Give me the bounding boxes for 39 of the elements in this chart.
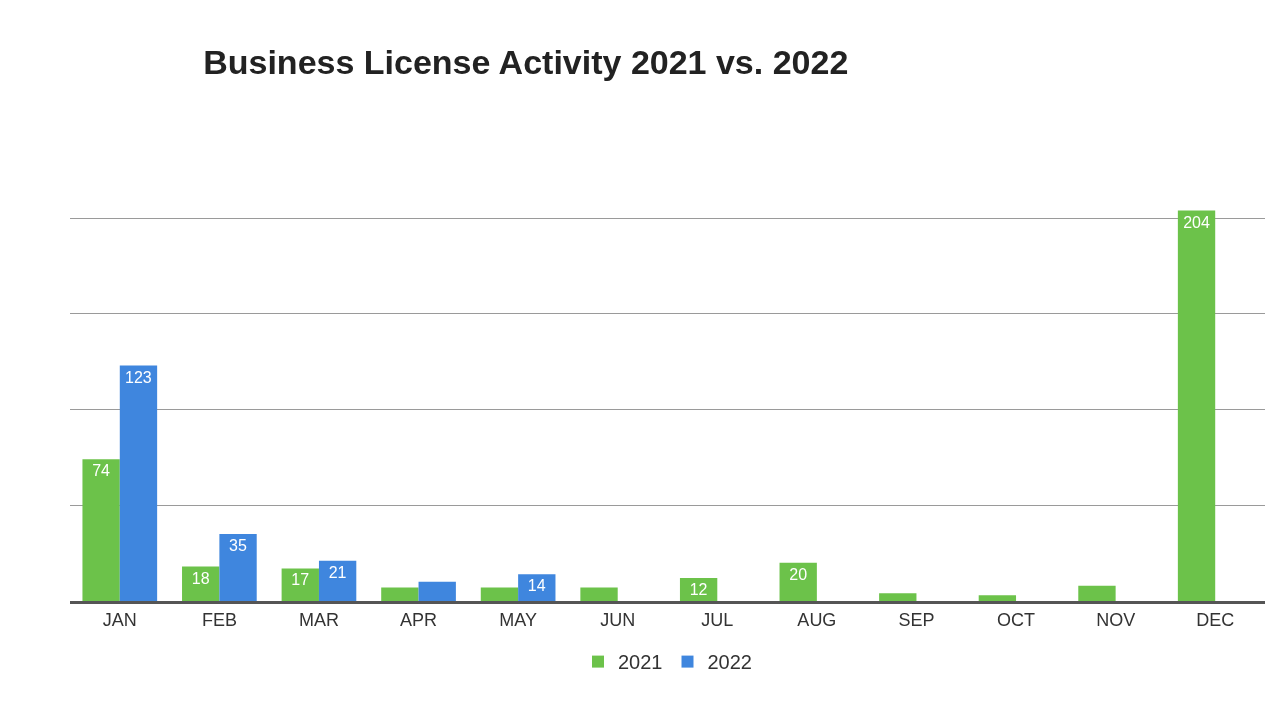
x-tick-label: AUG [797,609,837,630]
data-label: 21 [328,563,347,581]
bar [418,581,456,601]
bar [281,568,319,601]
data-label: 74 [92,462,111,480]
x-tick-label: JAN [102,609,137,630]
data-label: 18 [191,569,210,587]
data-label: 17 [291,571,310,589]
data-label: 35 [229,537,247,555]
bar [318,560,357,601]
bar [82,459,120,601]
bar [879,593,917,601]
bar [1177,210,1216,601]
bar [480,587,519,601]
bar [1078,585,1116,601]
x-tick-label: MAR [298,609,339,630]
x-tick-label: JUL [701,609,734,630]
data-label: 123 [125,368,152,386]
bar [580,587,618,601]
x-tick-label: OCT [997,609,1036,630]
data-label: 14 [527,577,546,595]
data-label: 204 [1183,213,1210,231]
legend-label: 2021 [618,651,663,674]
x-tick-label: SEP [898,609,935,630]
x-tick-label: NOV [1096,609,1136,630]
chart-title: Business License Activity 2021 vs. 2022 [203,42,849,81]
bar [381,587,419,601]
x-tick-label: DEC [1196,609,1235,630]
x-tick-label: MAY [499,609,537,630]
x-tick-label: APR [400,609,438,630]
data-label: 12 [689,581,708,599]
x-tick-label: JUN [600,609,636,630]
x-tick-label: FEB [201,609,237,630]
bar [119,365,158,601]
data-label: 20 [789,565,808,583]
bar [219,534,257,601]
bar [978,595,1017,601]
legend-label: 2022 [707,651,752,674]
bar [779,562,817,601]
